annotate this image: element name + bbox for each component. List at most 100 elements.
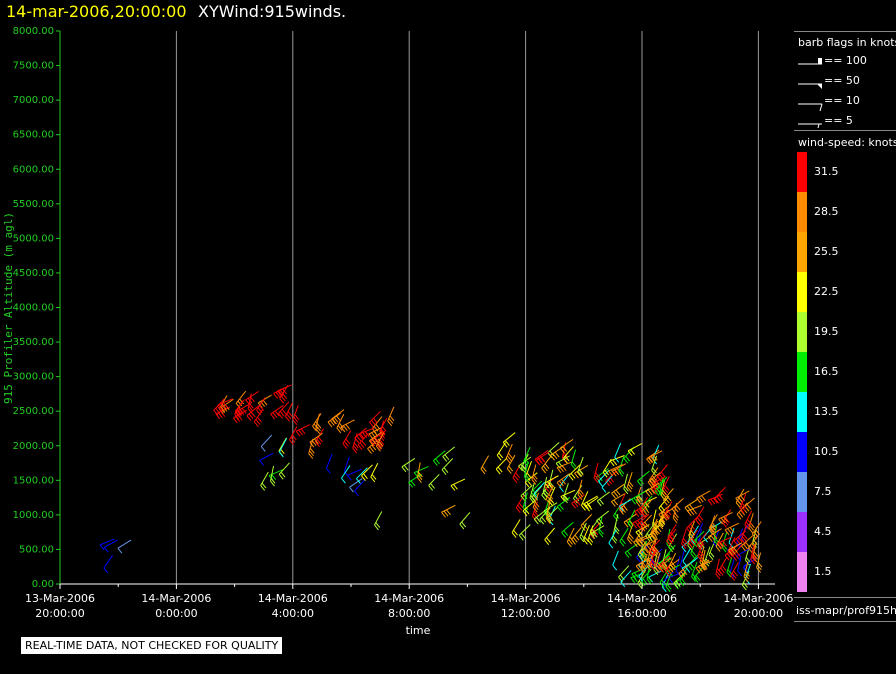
wind-barb-tick [699, 540, 705, 546]
wind-barb-tick [342, 443, 348, 449]
wind-barb-tick [650, 532, 656, 539]
wind-barb-tick [651, 470, 656, 476]
wind-barb [648, 569, 663, 578]
wind-barb-tick [518, 465, 523, 472]
wind-barb-tick [747, 547, 753, 554]
wind-barb [550, 446, 564, 456]
wind-barb-tick [578, 491, 584, 498]
wind-barb-tick [662, 510, 668, 517]
wind-barb-tick [583, 539, 588, 545]
wind-barb-tick [661, 492, 667, 498]
wind-barb-tick [547, 496, 552, 502]
wind-barb-tick [253, 421, 259, 428]
wind-barb-tick [742, 566, 748, 572]
wind-barb-tick [579, 536, 585, 543]
wind-barb-tick [558, 480, 564, 487]
wind-barb [608, 464, 623, 472]
wind-barb [356, 467, 368, 479]
wind-barb-tick [730, 545, 735, 552]
wind-barb-tick [234, 413, 240, 420]
wind-barb [601, 475, 613, 488]
wind-barb-tick [531, 479, 537, 485]
wind-barb-tick [734, 553, 739, 559]
wind-barb-tick [373, 426, 379, 432]
wind-barb [642, 496, 657, 505]
wind-barb [278, 438, 288, 453]
chart-title: XYWind:915winds. [198, 2, 347, 21]
wind-barb-tick [247, 408, 253, 415]
wind-barb-tick [289, 439, 294, 446]
wind-barb-tick [278, 473, 284, 480]
wind-barb-tick [623, 521, 629, 528]
wind-barb-tick [708, 536, 713, 543]
wind-barb-tick [441, 469, 447, 475]
wind-barb-tick [651, 559, 657, 565]
wind-barb-tick [614, 525, 620, 532]
wind-barb-tick [648, 552, 654, 559]
wind-barb-tick [710, 527, 715, 533]
quality-notice: REAL-TIME DATA, NOT CHECKED FOR QUALITY [20, 636, 284, 655]
wind-barb [369, 431, 383, 442]
wind-barb-tick [571, 539, 576, 545]
wind-barb-tick [523, 504, 529, 511]
wind-barb-tick [520, 495, 526, 502]
legend-divider [794, 597, 896, 598]
wind-barb-tick [618, 471, 624, 477]
wind-barb-tick [623, 488, 629, 495]
wind-barb-tick [533, 504, 539, 510]
wind-barb-tick [117, 547, 123, 554]
wind-barb-tick [718, 494, 723, 500]
wind-barb-tick [653, 529, 659, 536]
wind-barb-tick [633, 541, 638, 548]
wind-barb-tick [680, 578, 686, 584]
wind-barb-tick [653, 566, 659, 573]
wind-barb-tick [281, 408, 287, 415]
wind-barb-tick [650, 488, 655, 494]
wind-barb-tick [361, 475, 366, 481]
wind-barb-tick [644, 521, 650, 528]
wind-barb-tick [316, 439, 322, 445]
wind-barb-tick [673, 515, 679, 521]
wind-barb-tick [248, 402, 254, 409]
wind-barb-tick [556, 506, 562, 512]
wind-barb-tick [609, 460, 615, 467]
wind-barb-tick [345, 438, 351, 445]
wind-barbs [99, 384, 763, 593]
wind-barb-tick [593, 529, 599, 535]
wind-barb-tick [613, 491, 619, 497]
wind-barb-tick [742, 533, 748, 540]
wind-barb-tick [374, 524, 379, 531]
wind-barb-tick [443, 510, 449, 517]
wind-barb-tick [697, 555, 703, 562]
wind-barb [556, 473, 570, 483]
wind-barb [645, 482, 660, 492]
wind-barb-tick [691, 537, 697, 544]
wind-barb [652, 444, 660, 460]
wind-barb-tick [689, 540, 695, 546]
wind-barb-tick [221, 403, 227, 410]
wind-barb-tick [659, 564, 665, 570]
wind-barb-tick [665, 571, 670, 577]
wind-barb-tick [661, 579, 666, 586]
wind-barb-tick [637, 496, 643, 502]
wind-barb-tick [542, 465, 548, 472]
wind-barb-tick [523, 460, 529, 467]
colorbar-title: wind-speed: knots [798, 136, 896, 149]
wind-barb-tick [720, 517, 726, 524]
wind-barb-tick [223, 402, 228, 408]
wind-barb-tick [549, 498, 555, 504]
wind-barb-tick [641, 507, 647, 513]
wind-barb-tick [723, 516, 728, 523]
wind-barb-tick [714, 537, 719, 543]
wind-barb-tick [443, 467, 449, 473]
wind-barb-tick [630, 577, 636, 584]
wind-barb-tick [520, 467, 526, 474]
wind-barb-tick [665, 556, 670, 563]
wind-barb [728, 542, 743, 551]
wind-barb-tick [647, 489, 653, 496]
wind-barb-tick [661, 586, 667, 593]
wind-barb [534, 450, 549, 460]
wind-barb [614, 442, 622, 458]
wind-barb-tick [697, 566, 703, 572]
y-axis-label: 915 Profiler Altitude (m agl) [2, 212, 15, 404]
